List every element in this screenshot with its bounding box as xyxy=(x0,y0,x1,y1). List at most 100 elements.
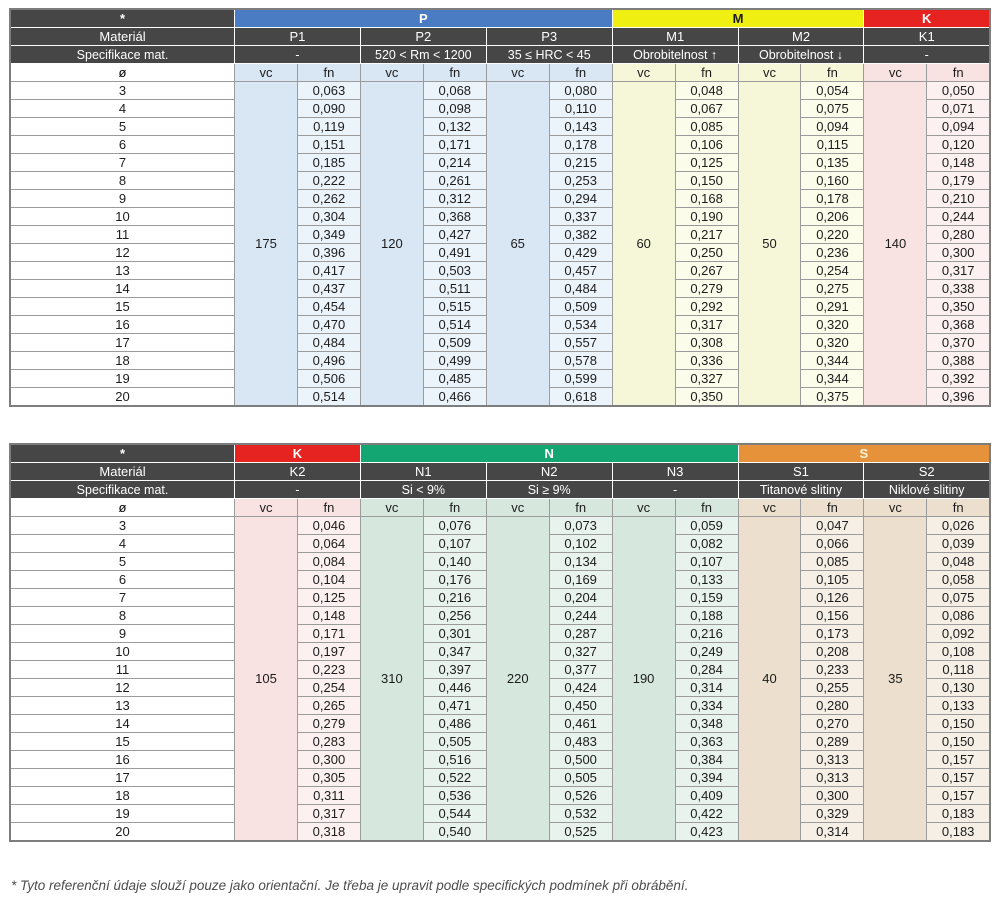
fn-cell-S2: 0,075 xyxy=(926,588,991,607)
vc-header-S2: vc xyxy=(863,498,928,517)
fn-cell-M1: 0,067 xyxy=(674,99,739,118)
fn-cell-N1: 0,471 xyxy=(422,696,487,715)
diameter-cell: 7 xyxy=(9,588,236,607)
fn-cell-P2: 0,466 xyxy=(422,387,487,407)
spec-header-N1: Si < 9% xyxy=(359,480,487,499)
diameter-cell: 10 xyxy=(9,642,236,661)
table-row: 6 0,104 0,176 0,169 0,133 0,105 0,058 xyxy=(9,570,991,589)
fn-cell-P1: 0,396 xyxy=(296,243,361,262)
fn-cell-N3: 0,059 xyxy=(674,516,739,535)
table-row: 8 0,148 0,256 0,244 0,188 0,156 0,086 xyxy=(9,606,991,625)
material-header-M1: M1 xyxy=(611,27,739,46)
diameter-cell: 8 xyxy=(9,171,236,190)
fn-cell-P2: 0,499 xyxy=(422,351,487,370)
material-header-M2: M2 xyxy=(737,27,865,46)
vc-value-M1: 60 xyxy=(611,81,676,407)
fn-cell-P3: 0,429 xyxy=(548,243,613,262)
table-row: 19 0,506 0,485 0,599 0,327 0,344 0,392 xyxy=(9,369,991,388)
fn-cell-M2: 0,236 xyxy=(800,243,865,262)
fn-cell-P3: 0,215 xyxy=(548,153,613,172)
fn-cell-N3: 0,284 xyxy=(674,660,739,679)
fn-cell-N2: 0,525 xyxy=(548,822,613,842)
fn-cell-P1: 0,151 xyxy=(296,135,361,154)
table-row: 8 0,222 0,261 0,253 0,150 0,160 0,179 xyxy=(9,171,991,190)
fn-cell-P2: 0,514 xyxy=(422,315,487,334)
fn-cell-N3: 0,314 xyxy=(674,678,739,697)
fn-cell-N2: 0,532 xyxy=(548,804,613,823)
fn-cell-N2: 0,327 xyxy=(548,642,613,661)
table-row: 19 0,317 0,544 0,532 0,422 0,329 0,183 xyxy=(9,804,991,823)
material-row-label: Materiál xyxy=(9,27,236,46)
fn-cell-M2: 0,206 xyxy=(800,207,865,226)
table-row: 13 0,265 0,471 0,450 0,334 0,280 0,133 xyxy=(9,696,991,715)
fn-cell-P3: 0,178 xyxy=(548,135,613,154)
fn-cell-S2: 0,157 xyxy=(926,786,991,805)
diameter-cell: 14 xyxy=(9,279,236,298)
fn-cell-S2: 0,048 xyxy=(926,552,991,571)
fn-cell-K1: 0,370 xyxy=(926,333,991,352)
fn-cell-K1: 0,210 xyxy=(926,189,991,208)
vc-value-P3: 65 xyxy=(485,81,550,407)
fn-header-N2: fn xyxy=(548,498,613,517)
fn-cell-K1: 0,388 xyxy=(926,351,991,370)
fn-cell-M2: 0,320 xyxy=(800,315,865,334)
fn-cell-K2: 0,223 xyxy=(296,660,361,679)
vc-value-K2: 105 xyxy=(234,516,298,842)
vc-header-N1: vc xyxy=(359,498,424,517)
table-row: 18 0,496 0,499 0,578 0,336 0,344 0,388 xyxy=(9,351,991,370)
fn-cell-P1: 0,496 xyxy=(296,351,361,370)
fn-cell-K2: 0,064 xyxy=(296,534,361,553)
fn-cell-M1: 0,048 xyxy=(674,81,739,100)
material-header-S2: S2 xyxy=(863,462,991,481)
fn-cell-M1: 0,308 xyxy=(674,333,739,352)
diameter-cell: 3 xyxy=(9,516,236,535)
fn-cell-P2: 0,515 xyxy=(422,297,487,316)
fn-cell-M2: 0,075 xyxy=(800,99,865,118)
fn-cell-M1: 0,317 xyxy=(674,315,739,334)
table-row: 3 105 0,046 310 0,076 220 0,073 190 0,059 40 0,047… xyxy=(9,516,991,842)
vc-header-K1: vc xyxy=(863,63,928,82)
fn-cell-P3: 0,578 xyxy=(548,351,613,370)
fn-cell-N1: 0,446 xyxy=(422,678,487,697)
table-row: 11 0,223 0,397 0,377 0,284 0,233 0,118 xyxy=(9,660,991,679)
fn-cell-S1: 0,126 xyxy=(800,588,865,607)
diameter-cell: 16 xyxy=(9,315,236,334)
diameter-cell: 14 xyxy=(9,714,236,733)
vc-value-N1: 310 xyxy=(359,516,424,842)
fn-cell-S2: 0,108 xyxy=(926,642,991,661)
fn-cell-K2: 0,254 xyxy=(296,678,361,697)
fn-cell-K2: 0,084 xyxy=(296,552,361,571)
fn-cell-S1: 0,047 xyxy=(800,516,865,535)
corner-asterisk: * xyxy=(9,8,236,28)
table-row: 10 0,304 0,368 0,337 0,190 0,206 0,244 xyxy=(9,207,991,226)
material-header-N2: N2 xyxy=(485,462,613,481)
fn-header-P3: fn xyxy=(548,63,613,82)
fn-cell-K1: 0,280 xyxy=(926,225,991,244)
fn-cell-K1: 0,317 xyxy=(926,261,991,280)
fn-cell-K2: 0,311 xyxy=(296,786,361,805)
corner-asterisk: * xyxy=(9,443,236,463)
fn-cell-S2: 0,133 xyxy=(926,696,991,715)
fn-cell-S2: 0,026 xyxy=(926,516,991,535)
table-row: 4 0,064 0,107 0,102 0,082 0,066 0,039 xyxy=(9,534,991,553)
fn-cell-P2: 0,312 xyxy=(422,189,487,208)
diameter-cell: 3 xyxy=(9,81,236,100)
fn-cell-P3: 0,484 xyxy=(548,279,613,298)
fn-header-P2: fn xyxy=(422,63,487,82)
page: * P M K Materiál P1 P2 P3 M1 M2 K1 Specifikace mat.… xyxy=(9,8,991,893)
fn-cell-P3: 0,534 xyxy=(548,315,613,334)
vc-value-N2: 220 xyxy=(485,516,550,842)
diameter-cell: 9 xyxy=(9,624,236,643)
fn-cell-N2: 0,500 xyxy=(548,750,613,769)
fn-cell-K1: 0,148 xyxy=(926,153,991,172)
fn-cell-K2: 0,104 xyxy=(296,570,361,589)
fn-cell-K2: 0,171 xyxy=(296,624,361,643)
table-row: 6 0,151 0,171 0,178 0,106 0,115 0,120 xyxy=(9,135,991,154)
diameter-cell: 7 xyxy=(9,153,236,172)
fn-cell-S1: 0,300 xyxy=(800,786,865,805)
group-band-S: S xyxy=(737,443,991,463)
fn-cell-K2: 0,148 xyxy=(296,606,361,625)
fn-cell-N2: 0,102 xyxy=(548,534,613,553)
fn-cell-P2: 0,261 xyxy=(422,171,487,190)
fn-cell-N1: 0,397 xyxy=(422,660,487,679)
